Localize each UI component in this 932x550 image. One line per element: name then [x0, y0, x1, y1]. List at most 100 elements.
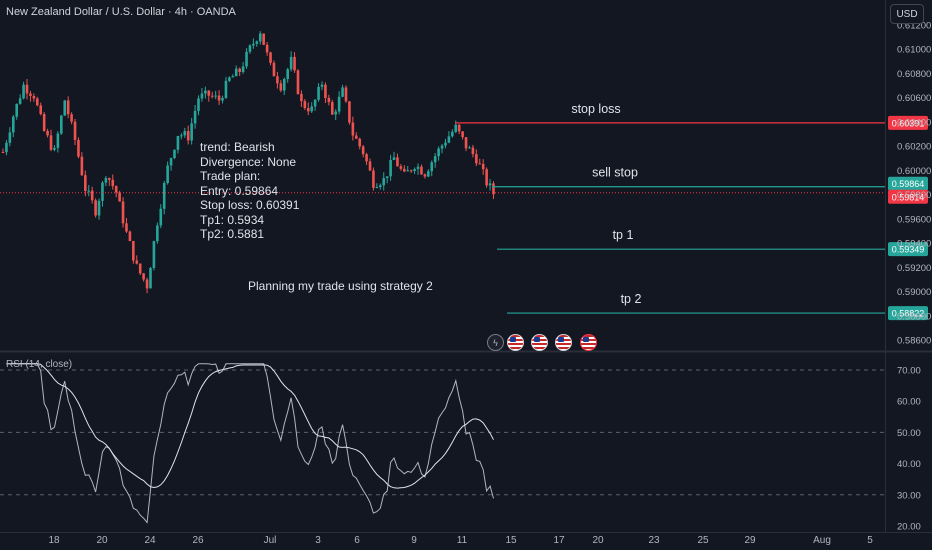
candle-body — [457, 124, 461, 132]
candle-body — [451, 131, 454, 137]
candle-body — [293, 56, 296, 71]
rsi-panel: 70.00 60.00 50.00 40.00 30.00 20.00 — [0, 363, 921, 533]
candle-body — [11, 116, 15, 133]
candle-body — [488, 183, 492, 186]
candle-body — [104, 178, 108, 183]
note-line: trend: Bearish — [200, 140, 275, 154]
candle-body — [200, 93, 204, 99]
currency-button[interactable]: USD — [890, 4, 924, 24]
candle-body — [132, 241, 135, 261]
current-price-tag: 0.59814 — [892, 192, 925, 202]
price-tag-bg — [888, 242, 928, 257]
time-tick-label: 3 — [315, 535, 321, 546]
time-tick-label: 6 — [354, 535, 360, 546]
candle-body — [492, 183, 495, 195]
candle-body — [447, 136, 451, 143]
candle-body — [125, 223, 128, 232]
us-flag-icon[interactable] — [507, 334, 524, 351]
rsi-line — [6, 363, 494, 524]
candle-body — [303, 101, 307, 109]
candle-body — [39, 105, 43, 115]
candle-body — [118, 192, 121, 202]
candle-body — [385, 176, 389, 179]
candle-body — [286, 69, 289, 79]
candle-body — [245, 51, 248, 67]
candle-body — [262, 33, 265, 45]
candle-body — [186, 131, 190, 141]
candle-body — [32, 95, 36, 99]
candle-body — [403, 168, 406, 172]
candle-body — [156, 225, 159, 242]
candle-body — [138, 263, 142, 274]
candle-body — [409, 170, 413, 172]
note-line: Stop loss: 0.60391 — [200, 198, 300, 212]
candle-body — [265, 44, 269, 53]
note-line: Trade plan: — [200, 169, 261, 183]
candle-body — [49, 135, 53, 150]
candle-body — [149, 267, 152, 289]
candle-body — [224, 80, 228, 98]
price-tag-bg — [888, 306, 928, 321]
candle-body — [80, 156, 84, 176]
candle-body — [306, 108, 310, 112]
price-tick-label: 0.59800 — [897, 190, 931, 201]
candle-body — [344, 87, 348, 102]
price-tick-label: 0.61000 — [897, 45, 931, 56]
candle-body — [478, 163, 482, 165]
price-tick-label: 0.60200 — [897, 142, 931, 153]
candle-body — [66, 100, 70, 115]
candle-body — [183, 131, 187, 136]
candle-body — [210, 95, 214, 97]
candle-body — [372, 170, 375, 188]
candle-body — [108, 178, 111, 180]
candle-body — [320, 84, 324, 87]
candle-body — [399, 166, 403, 169]
candle-body — [416, 166, 420, 170]
candle-body — [337, 96, 341, 112]
candle-body — [241, 66, 245, 73]
candle-body — [73, 121, 77, 140]
candle-body — [379, 185, 382, 187]
candle-body — [406, 170, 410, 172]
candle-body — [365, 154, 368, 162]
note-line: Entry: 0.59864 — [200, 183, 279, 198]
price-tick-label: 0.61200 — [897, 20, 931, 31]
candles — [1, 31, 495, 294]
candle-body — [142, 273, 145, 280]
candle-body — [101, 182, 104, 201]
candle-body — [252, 43, 255, 46]
candle-body — [437, 148, 440, 157]
us-flag-icon[interactable] — [531, 334, 548, 351]
candle-body — [354, 135, 358, 139]
candle-body — [392, 157, 396, 161]
time-tick-label: 23 — [648, 535, 660, 546]
candle-body — [317, 86, 320, 100]
time-tick-label: 20 — [96, 535, 108, 546]
candle-body — [87, 190, 91, 192]
rsi-title: RSI (14, close) — [6, 359, 73, 370]
us-flag-icon[interactable] — [555, 334, 572, 351]
candle-body — [207, 90, 211, 96]
candle-body — [70, 114, 73, 122]
level-label: tp 1 — [613, 228, 634, 242]
candle-body — [358, 138, 362, 147]
candle-body — [214, 95, 217, 97]
candle-body — [382, 178, 386, 186]
candle-body — [454, 124, 458, 132]
candle-body — [255, 41, 259, 44]
candle-body — [348, 101, 351, 123]
candle-body — [111, 179, 115, 187]
level-label: sell stop — [592, 166, 638, 180]
candle-body — [169, 158, 173, 166]
time-tick-label: 17 — [553, 535, 565, 546]
price-tag-bg — [888, 176, 928, 191]
candle-body — [197, 98, 200, 111]
lightning-icon[interactable]: ϟ — [487, 334, 504, 351]
candle-body — [94, 200, 97, 216]
candle-body — [444, 142, 447, 146]
rsi-tick-label: 20.00 — [897, 522, 921, 533]
us-flag-icon[interactable] — [580, 334, 597, 351]
candle-body — [180, 135, 183, 137]
candle-body — [481, 164, 485, 170]
